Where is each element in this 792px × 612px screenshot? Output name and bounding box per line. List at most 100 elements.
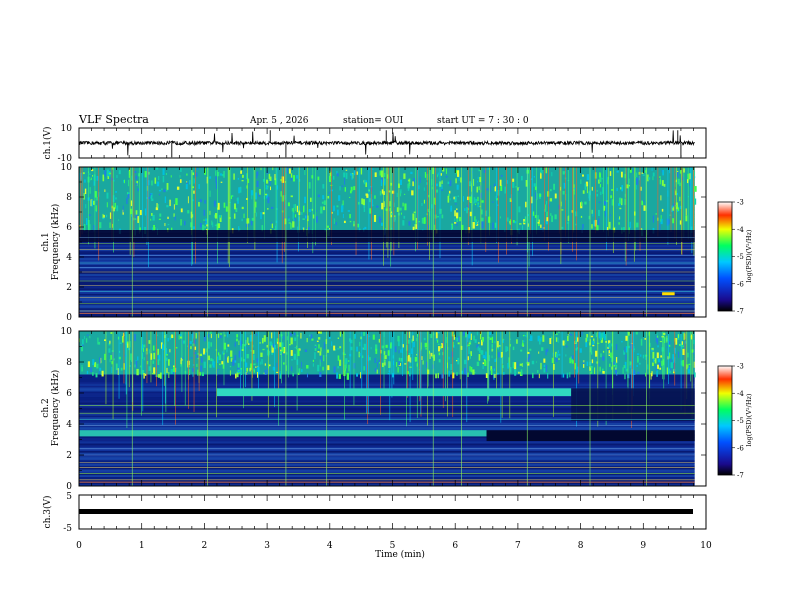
noise-speck (306, 337, 308, 343)
noise-speck (152, 360, 155, 364)
noise-speck (302, 227, 304, 229)
noise-speck (456, 170, 460, 177)
noise-speck (287, 202, 290, 207)
emission-band-3-5khz (79, 430, 487, 437)
noise-speck (155, 167, 159, 170)
noise-speck (173, 213, 175, 217)
noise-speck (144, 171, 147, 178)
noise-speck (463, 196, 464, 202)
noise-speck (94, 191, 97, 198)
noise-speck (104, 353, 106, 361)
noise-speck (191, 186, 194, 189)
noise-speck (565, 339, 567, 343)
noise-speck (319, 331, 322, 334)
noise-speck (512, 178, 515, 182)
noise-speck (336, 170, 338, 175)
noise-speck (210, 342, 212, 347)
noise-speck (479, 205, 481, 207)
noise-speck (254, 201, 257, 208)
noise-speck (235, 373, 237, 379)
noise-speck (238, 187, 240, 194)
noise-speck (611, 199, 614, 206)
impulse-streak (480, 167, 482, 243)
noise-speck (179, 336, 183, 339)
noise-speck (152, 372, 155, 375)
noise-speck (599, 172, 601, 174)
noise-speck (227, 331, 229, 338)
impulse-streak (113, 167, 114, 253)
noise-speck (651, 349, 653, 352)
noise-speck (534, 186, 537, 190)
noise-speck (478, 169, 481, 172)
noise-speck (453, 196, 455, 200)
noise-speck (571, 360, 574, 364)
spectrogram-row (79, 422, 695, 425)
noise-speck (620, 187, 622, 190)
noise-speck (222, 351, 224, 355)
noise-speck (383, 201, 385, 207)
noise-speck (294, 337, 297, 342)
noise-speck (629, 168, 632, 173)
impulse-streak (240, 331, 241, 391)
noise-speck (204, 200, 206, 204)
noise-speck (157, 334, 159, 336)
noise-speck (675, 189, 676, 193)
impulse-streak (296, 331, 298, 411)
noise-speck (644, 355, 648, 358)
spectrogram-row (79, 446, 695, 450)
noise-speck (173, 366, 175, 373)
noise-speck (464, 367, 467, 375)
impulse-streak (371, 167, 372, 260)
y-tick-label: 4 (66, 253, 72, 263)
impulse-streak (331, 167, 332, 246)
noise-speck (193, 179, 195, 183)
noise-speck (600, 191, 602, 195)
noise-speck (380, 179, 383, 187)
impulse-streak (631, 331, 633, 391)
noise-speck (335, 222, 337, 226)
ch1-spectrogram-ticks (78, 167, 707, 317)
noise-speck (333, 175, 335, 180)
noise-speck (438, 346, 440, 352)
noise-speck (521, 374, 523, 376)
noise-speck (623, 365, 626, 369)
impulse-streak (635, 167, 637, 251)
spectrogram-row (79, 448, 695, 451)
noise-speck (290, 177, 293, 181)
noise-speck (453, 344, 455, 348)
noise-speck (500, 185, 503, 191)
impulse-streak (164, 331, 166, 386)
noise-speck (349, 196, 351, 198)
noise-speck (269, 364, 271, 367)
noise-speck (345, 172, 348, 179)
noise-speck (116, 205, 119, 212)
noise-speck (433, 333, 435, 336)
noise-speck (652, 215, 655, 223)
noise-speck (540, 337, 542, 342)
noise-speck (328, 335, 331, 339)
noise-speck (651, 347, 654, 351)
noise-speck (146, 186, 149, 191)
noise-speck (504, 186, 506, 194)
noise-speck (435, 332, 438, 339)
noise-speck (135, 212, 138, 219)
spectrogram-row (79, 311, 695, 314)
noise-speck (93, 181, 96, 186)
noise-speck (640, 338, 643, 346)
noise-speck (466, 335, 469, 343)
noise-speck (688, 363, 691, 365)
noise-speck (647, 174, 649, 182)
noise-speck (565, 345, 568, 348)
noise-speck (618, 218, 620, 220)
noise-speck (474, 216, 476, 222)
noise-speck (219, 215, 222, 223)
impulse-streak (150, 331, 152, 383)
noise-speck (166, 183, 169, 190)
noise-speck (469, 366, 471, 372)
noise-speck (190, 222, 193, 228)
noise-speck (240, 369, 243, 376)
noise-speck (201, 357, 203, 363)
noise-speck (635, 331, 638, 335)
noise-speck (323, 200, 326, 205)
noise-speck (398, 361, 401, 366)
